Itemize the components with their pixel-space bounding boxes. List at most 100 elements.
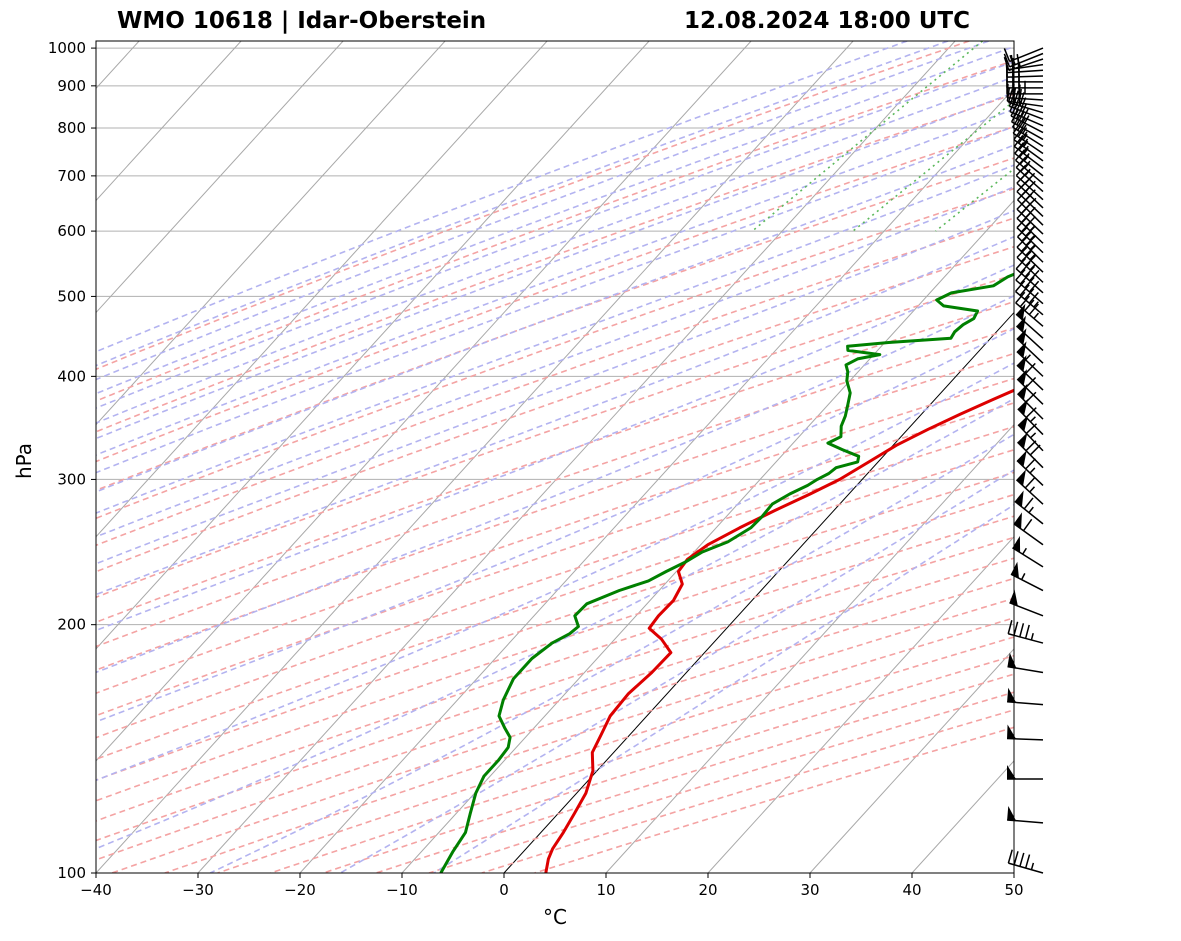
dry-adiabat <box>96 245 1014 573</box>
mixing-ratio-line <box>1024 41 1181 231</box>
wind-barb <box>1015 268 1044 305</box>
temperature-profile <box>544 388 1014 873</box>
wind-barb <box>1012 535 1044 568</box>
wind-barb <box>1010 103 1044 134</box>
plot-frame <box>95 40 1015 874</box>
dry-adiabat <box>96 425 1014 739</box>
x-tick-label: 50 <box>1004 881 1023 899</box>
moist-adiabat <box>96 41 908 353</box>
wind-barb <box>1007 849 1044 874</box>
y-tick-label: 500 <box>57 287 86 305</box>
mixing-ratio-line <box>852 99 1014 232</box>
wind-barb <box>1016 450 1044 486</box>
isotherm-line <box>911 760 1014 873</box>
wind-barb <box>1010 561 1044 592</box>
isotherm-line <box>96 41 752 762</box>
isotherm-line <box>605 423 1014 873</box>
isotherm-line <box>401 199 1014 873</box>
isotherm-line <box>96 41 548 538</box>
dry-adiabat <box>270 636 1014 873</box>
moist-adiabat <box>339 469 1014 873</box>
dry-adiabat <box>375 673 1014 873</box>
moist-adiabat <box>96 144 1014 493</box>
moist-adiabat <box>96 362 1014 782</box>
x-tick-label: 30 <box>800 881 819 899</box>
dry-adiabat <box>96 187 1014 520</box>
moist-adiabat <box>433 503 1014 873</box>
wind-barb <box>1016 355 1044 391</box>
wind-barb <box>1013 512 1044 546</box>
mixing-ratio-line <box>1152 41 1181 231</box>
y-tick-label: 900 <box>57 77 86 95</box>
background-lines <box>96 41 1181 873</box>
moist-adiabat <box>96 41 989 381</box>
isotherm-line <box>299 87 1014 873</box>
dewpoint-profile <box>439 272 1014 873</box>
wind-barb <box>1017 432 1044 469</box>
dry-adiabat <box>96 402 1014 717</box>
dry-adiabat <box>96 273 1014 599</box>
station-title: WMO 10618 | Idar-Oberstein <box>117 8 487 34</box>
wind-barb <box>1017 399 1044 436</box>
y-axis-label: hPa <box>12 443 36 479</box>
dry-adiabat <box>96 59 1014 402</box>
x-tick-label: −30 <box>182 881 214 899</box>
wind-barbs <box>1003 47 1044 874</box>
isotherm-line <box>96 41 446 426</box>
dry-adiabat <box>217 617 1014 873</box>
wind-barb <box>1007 88 1044 114</box>
x-axis-label: °C <box>543 905 567 929</box>
isotherm-line <box>1116 41 1181 873</box>
y-tick-label: 800 <box>57 119 86 137</box>
wind-barb <box>1006 724 1044 741</box>
x-tick-label: −40 <box>80 881 112 899</box>
wind-barb <box>1007 652 1044 674</box>
wind-barb <box>1015 303 1044 339</box>
wind-barb <box>1012 121 1044 155</box>
moist-adiabat <box>96 108 1014 456</box>
y-tick-label: 300 <box>57 470 86 488</box>
wind-barb <box>1007 687 1044 706</box>
isotherm-line <box>96 41 344 314</box>
wind-barb <box>1014 280 1044 316</box>
x-tick-label: 0 <box>499 881 509 899</box>
y-tick-label: 100 <box>57 864 86 882</box>
wind-barb <box>1016 341 1044 377</box>
moist-adiabat <box>96 45 1014 395</box>
wind-barb <box>1017 189 1044 226</box>
y-tick-label: 700 <box>57 167 86 185</box>
dry-adiabat <box>96 93 1014 433</box>
wind-barb <box>1011 114 1044 148</box>
x-tick-label: −20 <box>284 881 316 899</box>
wind-barb <box>1015 469 1044 505</box>
x-tick-label: 20 <box>698 881 717 899</box>
y-tick-label: 1000 <box>48 39 86 57</box>
mixing-ratio-line <box>1101 41 1181 231</box>
isotherm-line <box>96 41 854 873</box>
dry-adiabat <box>96 300 1014 624</box>
y-tick-label: 400 <box>57 367 86 385</box>
dry-adiabat <box>96 377 1014 695</box>
dry-adiabat <box>428 691 1014 873</box>
dry-adiabat <box>96 125 1014 463</box>
dry-adiabat <box>481 709 1014 873</box>
isotherm-line <box>809 648 1014 873</box>
dry-adiabat <box>164 597 1014 873</box>
moist-adiabat <box>96 41 949 367</box>
x-tick-label: 10 <box>596 881 615 899</box>
wind-barb <box>1017 383 1044 420</box>
dry-adiabat <box>323 654 1014 873</box>
isotherm-line <box>96 41 650 650</box>
wind-barb <box>1013 134 1044 169</box>
wind-barb <box>1016 217 1044 254</box>
wind-barb <box>1017 226 1044 263</box>
x-tick-label: −10 <box>386 881 418 899</box>
wind-barb <box>1009 589 1044 617</box>
wind-barb <box>1010 109 1044 141</box>
wind-barb <box>1016 369 1044 405</box>
wind-barb <box>1007 765 1043 780</box>
wind-barb <box>1014 141 1044 177</box>
x-tick-label: 40 <box>902 881 921 899</box>
moist-adiabat <box>96 327 1014 723</box>
